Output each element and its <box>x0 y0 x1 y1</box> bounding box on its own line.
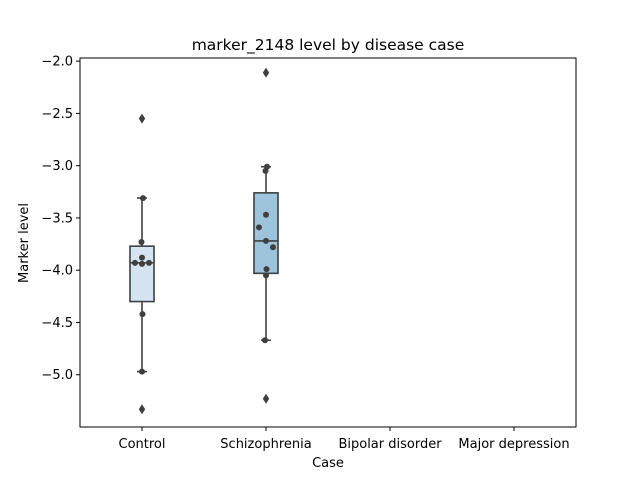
x-tick-label: Control <box>119 437 166 452</box>
data-point <box>139 311 146 318</box>
data-point <box>262 167 269 174</box>
y-tick-label: −5.0 <box>41 368 73 383</box>
y-axis-label: Marker level <box>17 203 32 283</box>
data-point <box>256 224 262 231</box>
x-tick-label: Bipolar disorder <box>338 437 442 452</box>
data-point <box>138 238 145 245</box>
x-tick-label: Major depression <box>458 437 569 452</box>
data-point <box>139 260 145 267</box>
data-point <box>263 237 269 244</box>
x-tick-label: Schizophrenia <box>220 437 311 452</box>
data-point <box>146 259 152 266</box>
data-point <box>263 266 270 273</box>
data-point <box>139 368 145 375</box>
chart-title: marker_2148 level by disease case <box>192 36 465 55</box>
outlier-marker <box>262 67 270 78</box>
y-tick-label: −4.0 <box>41 264 73 279</box>
y-tick-label: −2.5 <box>41 107 73 122</box>
box-control <box>129 113 155 415</box>
outlier-marker <box>138 404 146 415</box>
data-point <box>263 272 269 279</box>
y-tick-label: −3.5 <box>41 211 73 226</box>
data-point <box>263 211 269 218</box>
y-tick-label: −4.5 <box>41 316 73 331</box>
x-axis-label: Case <box>312 456 344 471</box>
box-iqr <box>253 192 279 275</box>
outlier-marker <box>138 113 146 124</box>
data-point <box>140 195 146 202</box>
plot-frame <box>79 57 577 428</box>
plot-area: −2.0 −2.5 −3.0 −3.5 −4.0 −4.5 −5.0 Control Schiz… <box>41 55 577 452</box>
data-point <box>262 337 268 344</box>
data-point <box>270 244 276 251</box>
box-schizophrenia <box>253 67 279 404</box>
data-point <box>132 259 138 266</box>
box-iqr <box>129 245 155 303</box>
y-tick-label: −3.0 <box>41 159 73 174</box>
data-point <box>139 254 145 261</box>
y-tick-label: −2.0 <box>41 55 73 70</box>
outlier-marker <box>262 393 270 404</box>
